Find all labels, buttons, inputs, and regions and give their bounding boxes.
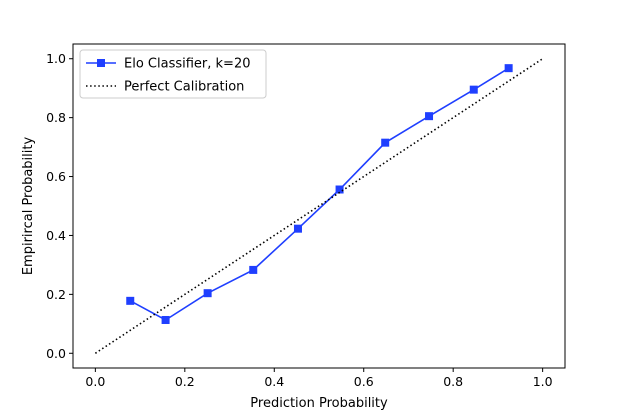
series-point xyxy=(293,224,302,233)
x-axis-label: Prediction Probability xyxy=(250,396,388,411)
series-point xyxy=(161,315,170,324)
x-tick-label: 0.2 xyxy=(175,374,195,389)
y-axis-label: Empirircal Probability xyxy=(21,137,36,276)
x-tick-label: 0.6 xyxy=(354,374,374,389)
series-point xyxy=(249,265,258,274)
x-tick-label: 1.0 xyxy=(533,374,553,389)
series-line-1 xyxy=(129,67,510,321)
series-layer xyxy=(94,58,544,354)
series-point xyxy=(335,185,344,194)
y-tick-label: 0.2 xyxy=(46,287,66,302)
ticks-layer: 0.0 0.2 0.4 0.6 0.8 1.0 0.0 0.2 0.4 0.6 0.8 1.0 xyxy=(46,51,553,389)
legend-box xyxy=(79,49,267,99)
series-point xyxy=(203,289,212,298)
legend-entry-2: Perfect Calibration xyxy=(124,80,244,95)
series-point xyxy=(425,112,434,121)
series-point xyxy=(126,296,135,305)
x-tick-label: 0.4 xyxy=(264,374,284,389)
y-tick-label: 0.8 xyxy=(46,110,66,125)
x-tick-label: 0.0 xyxy=(85,374,105,389)
legend: Elo Classifier, k=20 Perfect Calibration xyxy=(79,49,267,99)
y-tick-label: 1.0 xyxy=(46,51,66,66)
y-tick-label: 0.0 xyxy=(46,346,66,361)
x-tick-label: 0.8 xyxy=(443,374,463,389)
axes-frame xyxy=(72,43,566,369)
series-point xyxy=(469,85,478,94)
series-point xyxy=(504,64,513,73)
y-tick-label: 0.4 xyxy=(46,228,66,243)
y-tick-label: 0.6 xyxy=(46,169,66,184)
legend-entry-1: Elo Classifier, k=20 xyxy=(124,57,250,72)
legend-marker xyxy=(97,59,105,67)
series-line-2 xyxy=(94,58,544,354)
series-point xyxy=(381,138,390,147)
